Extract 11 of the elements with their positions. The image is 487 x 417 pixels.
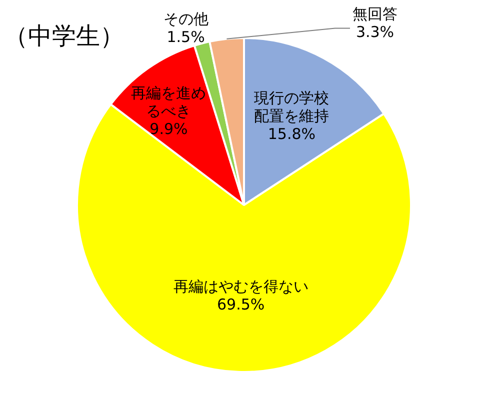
slice-label: 無回答 [352, 5, 398, 24]
slice-label: 再編はやむを得ない [173, 278, 308, 296]
slice-label: 再編を進めるべき [131, 84, 206, 120]
slice-label: 現行の学校配置を維持 [254, 88, 330, 125]
data-label: 3.3% [356, 23, 394, 42]
data-label: 15.8% [268, 124, 316, 143]
text: （中学生） [4, 22, 124, 50]
data-label: 1.5% [166, 28, 205, 46]
slice-label: その他 [163, 10, 208, 28]
data-label: 9.9% [150, 120, 188, 138]
data-label: 69.5% [217, 296, 265, 314]
